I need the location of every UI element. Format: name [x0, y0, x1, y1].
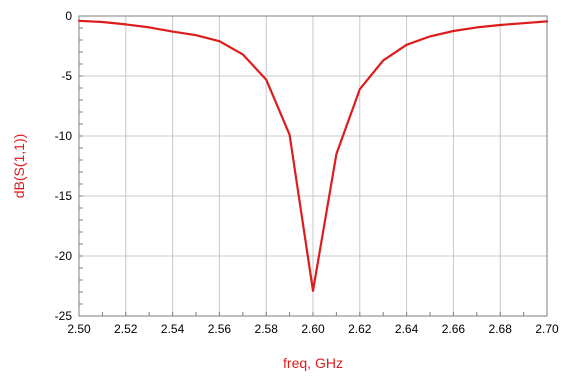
- x-tick-label: 2.66: [442, 322, 466, 336]
- y-tick-label: -10: [55, 129, 73, 143]
- x-tick-label: 2.64: [395, 322, 419, 336]
- x-tick-labels: 2.50 2.52 2.54 2.56 2.58 2.60 2.62 2.64 2.66 2.68…: [67, 322, 559, 336]
- grid-lines: [79, 16, 547, 316]
- y-tick-label: -5: [61, 69, 72, 83]
- x-tick-label: 2.60: [301, 322, 325, 336]
- x-tick-label: 2.62: [348, 322, 372, 336]
- x-tick-label: 2.58: [255, 322, 279, 336]
- x-tick-label: 2.50: [67, 322, 91, 336]
- y-tick-label: -20: [55, 249, 73, 263]
- s11-series-line: [77, 19, 549, 292]
- x-tick-label: 2.68: [489, 322, 513, 336]
- minor-ticks: [78, 15, 548, 317]
- y-tick-labels: 0 -5 -10 -15 -20 -25: [55, 9, 73, 323]
- y-tick-label: 0: [65, 9, 72, 23]
- x-tick-label: 2.52: [114, 322, 138, 336]
- x-tick-label: 2.70: [535, 322, 559, 336]
- x-axis-title: freq, GHz: [283, 355, 343, 371]
- x-tick-label: 2.54: [161, 322, 185, 336]
- y-axis-title: dB(S(1,1)): [11, 134, 27, 199]
- y-tick-label: -25: [55, 309, 73, 323]
- y-tick-label: -15: [55, 189, 73, 203]
- x-tick-label: 2.56: [208, 322, 232, 336]
